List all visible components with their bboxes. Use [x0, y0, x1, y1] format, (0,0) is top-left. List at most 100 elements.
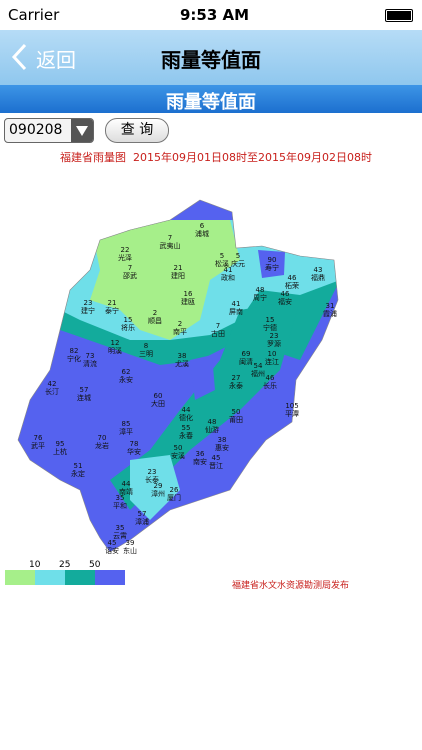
legend-swatch	[35, 570, 65, 585]
station-name: 惠安	[215, 443, 229, 452]
credit: 福建省水文水资源勘测局发布	[232, 581, 350, 591]
back-chevron[interactable]	[10, 42, 30, 72]
station-value: 5	[220, 252, 224, 260]
station-value: 23	[84, 299, 93, 307]
station-name: 东山	[123, 546, 137, 555]
station-value: 2	[153, 309, 157, 317]
station-value: 60	[154, 392, 163, 400]
station-name: 泰宁	[105, 306, 119, 315]
station-name: 松溪	[215, 259, 229, 268]
station-value: 8	[144, 342, 148, 350]
station-name: 政和	[221, 273, 235, 282]
station-name: 庆元	[231, 259, 245, 268]
date-select[interactable]: 090208	[4, 118, 94, 143]
station-value: 85	[122, 420, 131, 428]
station-value: 35	[116, 494, 125, 502]
station-value: 50	[232, 408, 241, 416]
station-value: 70	[98, 434, 107, 442]
select-arrow[interactable]	[71, 119, 93, 142]
station-name: 平潭	[285, 409, 299, 418]
station-value: 26	[170, 486, 179, 494]
station-value: 41	[224, 266, 233, 274]
query-button[interactable]: 查 询	[105, 118, 169, 143]
station-value: 90	[268, 256, 277, 264]
station-name: 龙岩	[95, 441, 109, 450]
station-value: 5	[236, 252, 240, 260]
station-value: 41	[232, 300, 241, 308]
station-name: 漳州	[151, 489, 165, 498]
header-band: 雨量等值面	[0, 85, 422, 113]
select-value: 090208	[9, 122, 63, 138]
station-name: 三明	[139, 350, 153, 358]
station-value: 48	[256, 286, 265, 294]
station-name: 尤溪	[175, 359, 189, 368]
legend-swatch	[5, 570, 35, 585]
station-name: 武夷山	[160, 241, 181, 250]
station-name: 福州	[251, 369, 265, 378]
header-title: 雨量等值面	[166, 92, 256, 113]
station-value: 44	[182, 406, 191, 414]
station-name: 明溪	[108, 346, 122, 355]
station-name: 寿宁	[265, 263, 279, 272]
station-value: 21	[108, 299, 117, 307]
station-value: 31	[326, 302, 335, 310]
station-name: 南靖	[119, 487, 133, 496]
station-name: 霞浦	[323, 309, 337, 318]
station-name: 长泰	[145, 475, 159, 484]
station-name: 建阳	[171, 271, 185, 280]
legend-label: 50	[89, 560, 101, 570]
back-button[interactable]: 返回	[36, 48, 76, 72]
station-value: 82	[70, 347, 79, 355]
station-name: 闽清	[239, 357, 253, 366]
station-value: 23	[148, 468, 157, 476]
station-name: 建宁	[81, 306, 95, 315]
station-name: 南安	[193, 457, 207, 466]
station-name: 永定	[71, 469, 85, 478]
legend-swatch	[65, 570, 95, 585]
station-name: 上杭	[53, 447, 67, 456]
carrier: Carrier	[8, 6, 60, 24]
station-name: 邵武	[123, 271, 137, 280]
station-name: 漳平	[119, 427, 133, 436]
station-value: 73	[86, 352, 95, 360]
station-value: 76	[34, 434, 43, 442]
station-value: 27	[232, 374, 241, 382]
station-name: 云霄	[113, 532, 127, 540]
province-outline	[17, 199, 339, 553]
station-value: 46	[266, 374, 275, 382]
station-name: 柘荣	[285, 281, 299, 290]
station-value: 62	[122, 368, 131, 376]
nav-bar: 返回 雨量等值面	[0, 30, 422, 85]
station-name: 浦城	[195, 229, 209, 238]
station-name: 华安	[127, 447, 141, 456]
station-name: 宁化	[67, 354, 81, 363]
station-name: 古田	[211, 329, 225, 338]
station-value: 69	[242, 350, 251, 358]
station-value: 6	[200, 222, 205, 230]
station-value: 10	[268, 350, 277, 358]
station-name: 大田	[151, 399, 165, 408]
station-value: 15	[124, 316, 133, 324]
station-value: 95	[56, 440, 65, 448]
station-value: 39	[126, 539, 135, 547]
station-value: 51	[74, 462, 83, 470]
station-value: 45	[212, 454, 221, 462]
station-name: 武平	[31, 441, 45, 450]
station-value: 57	[80, 386, 89, 394]
nav-title: 雨量等值面	[161, 48, 261, 72]
station-name: 厦门	[167, 493, 181, 502]
station-value: 29	[154, 482, 163, 490]
station-value: 7	[168, 234, 172, 242]
battery	[385, 9, 413, 22]
station-value: 38	[178, 352, 187, 360]
map-title: 福建省雨量图 2015年09月01日08时至2015年09月02日08时	[60, 151, 372, 164]
station-value: 57	[138, 510, 147, 518]
station-value: 48	[208, 418, 217, 426]
station-name: 福安	[278, 297, 292, 306]
station-name: 长乐	[263, 381, 277, 390]
station-value: 50	[174, 444, 183, 452]
station-value: 16	[184, 290, 193, 298]
station-name: 仙游	[205, 425, 219, 434]
